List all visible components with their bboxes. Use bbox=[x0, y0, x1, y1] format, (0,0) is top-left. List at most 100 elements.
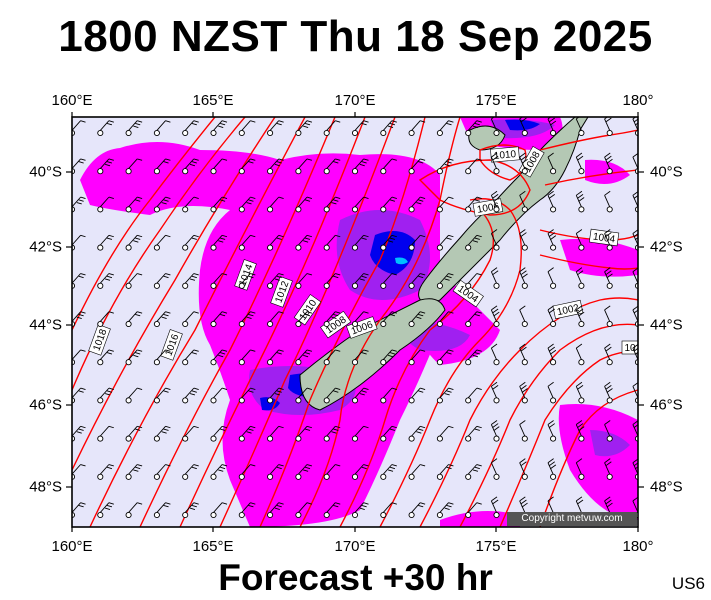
wind-barb bbox=[267, 502, 284, 519]
lon-label-bottom: 180° bbox=[622, 538, 654, 555]
wind-barb bbox=[267, 196, 284, 213]
wind-barb bbox=[323, 273, 341, 289]
wind-barb bbox=[408, 387, 426, 404]
wind-barb bbox=[295, 196, 313, 213]
wind-barb bbox=[547, 190, 557, 213]
wind-barb bbox=[490, 420, 500, 442]
wind-barb bbox=[323, 464, 341, 480]
wind-barb bbox=[465, 234, 482, 251]
wind-barb bbox=[465, 464, 482, 480]
wind-barb bbox=[490, 305, 500, 328]
wind-barb bbox=[490, 458, 500, 480]
wind-barb bbox=[267, 387, 284, 404]
wind-barb bbox=[408, 273, 426, 289]
wind-barb bbox=[323, 234, 341, 251]
wind-barb bbox=[351, 273, 369, 289]
wind-barb bbox=[267, 273, 284, 289]
wind-barb bbox=[351, 120, 369, 137]
wind-barb bbox=[295, 234, 313, 251]
wind-barb bbox=[575, 381, 585, 404]
wind-barb bbox=[380, 502, 397, 519]
wind-barb bbox=[604, 117, 613, 137]
wind-barb bbox=[436, 387, 454, 404]
wind-barb bbox=[238, 502, 256, 519]
wind-barb bbox=[380, 234, 397, 251]
wind-barb bbox=[380, 425, 397, 442]
wind-barb bbox=[125, 311, 143, 328]
wind-barb bbox=[295, 425, 313, 442]
wind-barb bbox=[295, 158, 313, 175]
wind-barb bbox=[465, 273, 482, 289]
wind-barb bbox=[436, 311, 454, 328]
wind-barb bbox=[323, 387, 341, 404]
wind-barb bbox=[408, 464, 426, 480]
wind-barb bbox=[547, 458, 557, 480]
wind-barb bbox=[238, 311, 256, 328]
lon-label-top: 160°E bbox=[51, 92, 93, 109]
wind-barb bbox=[604, 343, 613, 366]
wind-barb bbox=[436, 120, 454, 137]
wind-barb bbox=[97, 502, 114, 519]
wind-barb bbox=[182, 120, 199, 137]
wind-barb bbox=[210, 273, 228, 289]
wind-barb bbox=[519, 190, 528, 213]
wind-barb bbox=[519, 267, 528, 289]
wind-barb bbox=[97, 349, 114, 366]
wind-barb bbox=[408, 234, 426, 251]
wind-barb bbox=[210, 234, 228, 251]
wind-barbs bbox=[72, 117, 638, 519]
lat-label-right: 44°S bbox=[650, 316, 683, 334]
wind-barb bbox=[97, 273, 114, 289]
wind-barb bbox=[351, 311, 369, 328]
wind-barb bbox=[238, 158, 256, 175]
wind-barb bbox=[210, 349, 228, 366]
wind-barb bbox=[295, 120, 313, 137]
wind-barb bbox=[153, 387, 171, 404]
isobar-label: 1002 bbox=[556, 303, 580, 318]
wind-barb bbox=[519, 229, 528, 251]
wind-barb bbox=[547, 343, 557, 366]
wind-barb bbox=[238, 387, 256, 404]
wind-barb bbox=[351, 425, 369, 442]
wind-barb bbox=[238, 273, 256, 289]
lon-label-top: 170°E bbox=[334, 92, 376, 109]
wind-barb bbox=[519, 343, 528, 366]
wind-barb bbox=[408, 349, 426, 366]
wind-barb bbox=[267, 349, 284, 366]
wind-barb bbox=[210, 464, 228, 480]
isobar-label: 1004 bbox=[592, 232, 616, 246]
wind-barb bbox=[351, 196, 369, 213]
wind-barb bbox=[153, 196, 171, 213]
wind-barb bbox=[97, 234, 114, 251]
wind-barb bbox=[519, 305, 528, 328]
wind-barb bbox=[575, 420, 585, 442]
copyright-notice: Copyright metvuw.com bbox=[507, 512, 637, 526]
isobar-label: 1006 bbox=[476, 201, 500, 216]
wind-barb bbox=[210, 311, 228, 328]
wind-barb bbox=[125, 120, 143, 137]
wind-barb bbox=[575, 117, 585, 137]
wind-barb bbox=[519, 420, 528, 442]
wind-barb bbox=[295, 311, 313, 328]
wind-barb bbox=[153, 464, 171, 480]
wind-barb bbox=[182, 158, 199, 175]
wind-barb bbox=[97, 196, 114, 213]
wind-barb bbox=[519, 117, 528, 137]
wind-barb bbox=[210, 387, 228, 404]
page-title: 1800 NZST Thu 18 Sep 2025 bbox=[58, 12, 653, 61]
wind-barb bbox=[547, 305, 557, 328]
wind-barb bbox=[125, 502, 143, 519]
wind-barb bbox=[238, 120, 256, 137]
wind-barb bbox=[295, 464, 313, 480]
wind-barb bbox=[182, 502, 199, 519]
wind-barb bbox=[125, 273, 143, 289]
wind-barb bbox=[547, 229, 557, 251]
wind-barb bbox=[182, 311, 199, 328]
lon-ticks bbox=[71, 112, 639, 532]
wind-barb bbox=[97, 425, 114, 442]
wind-barb bbox=[604, 229, 613, 251]
model-code: US6 bbox=[671, 574, 705, 593]
wind-barb bbox=[547, 381, 557, 404]
lat-label-left: 44°S bbox=[29, 316, 62, 334]
